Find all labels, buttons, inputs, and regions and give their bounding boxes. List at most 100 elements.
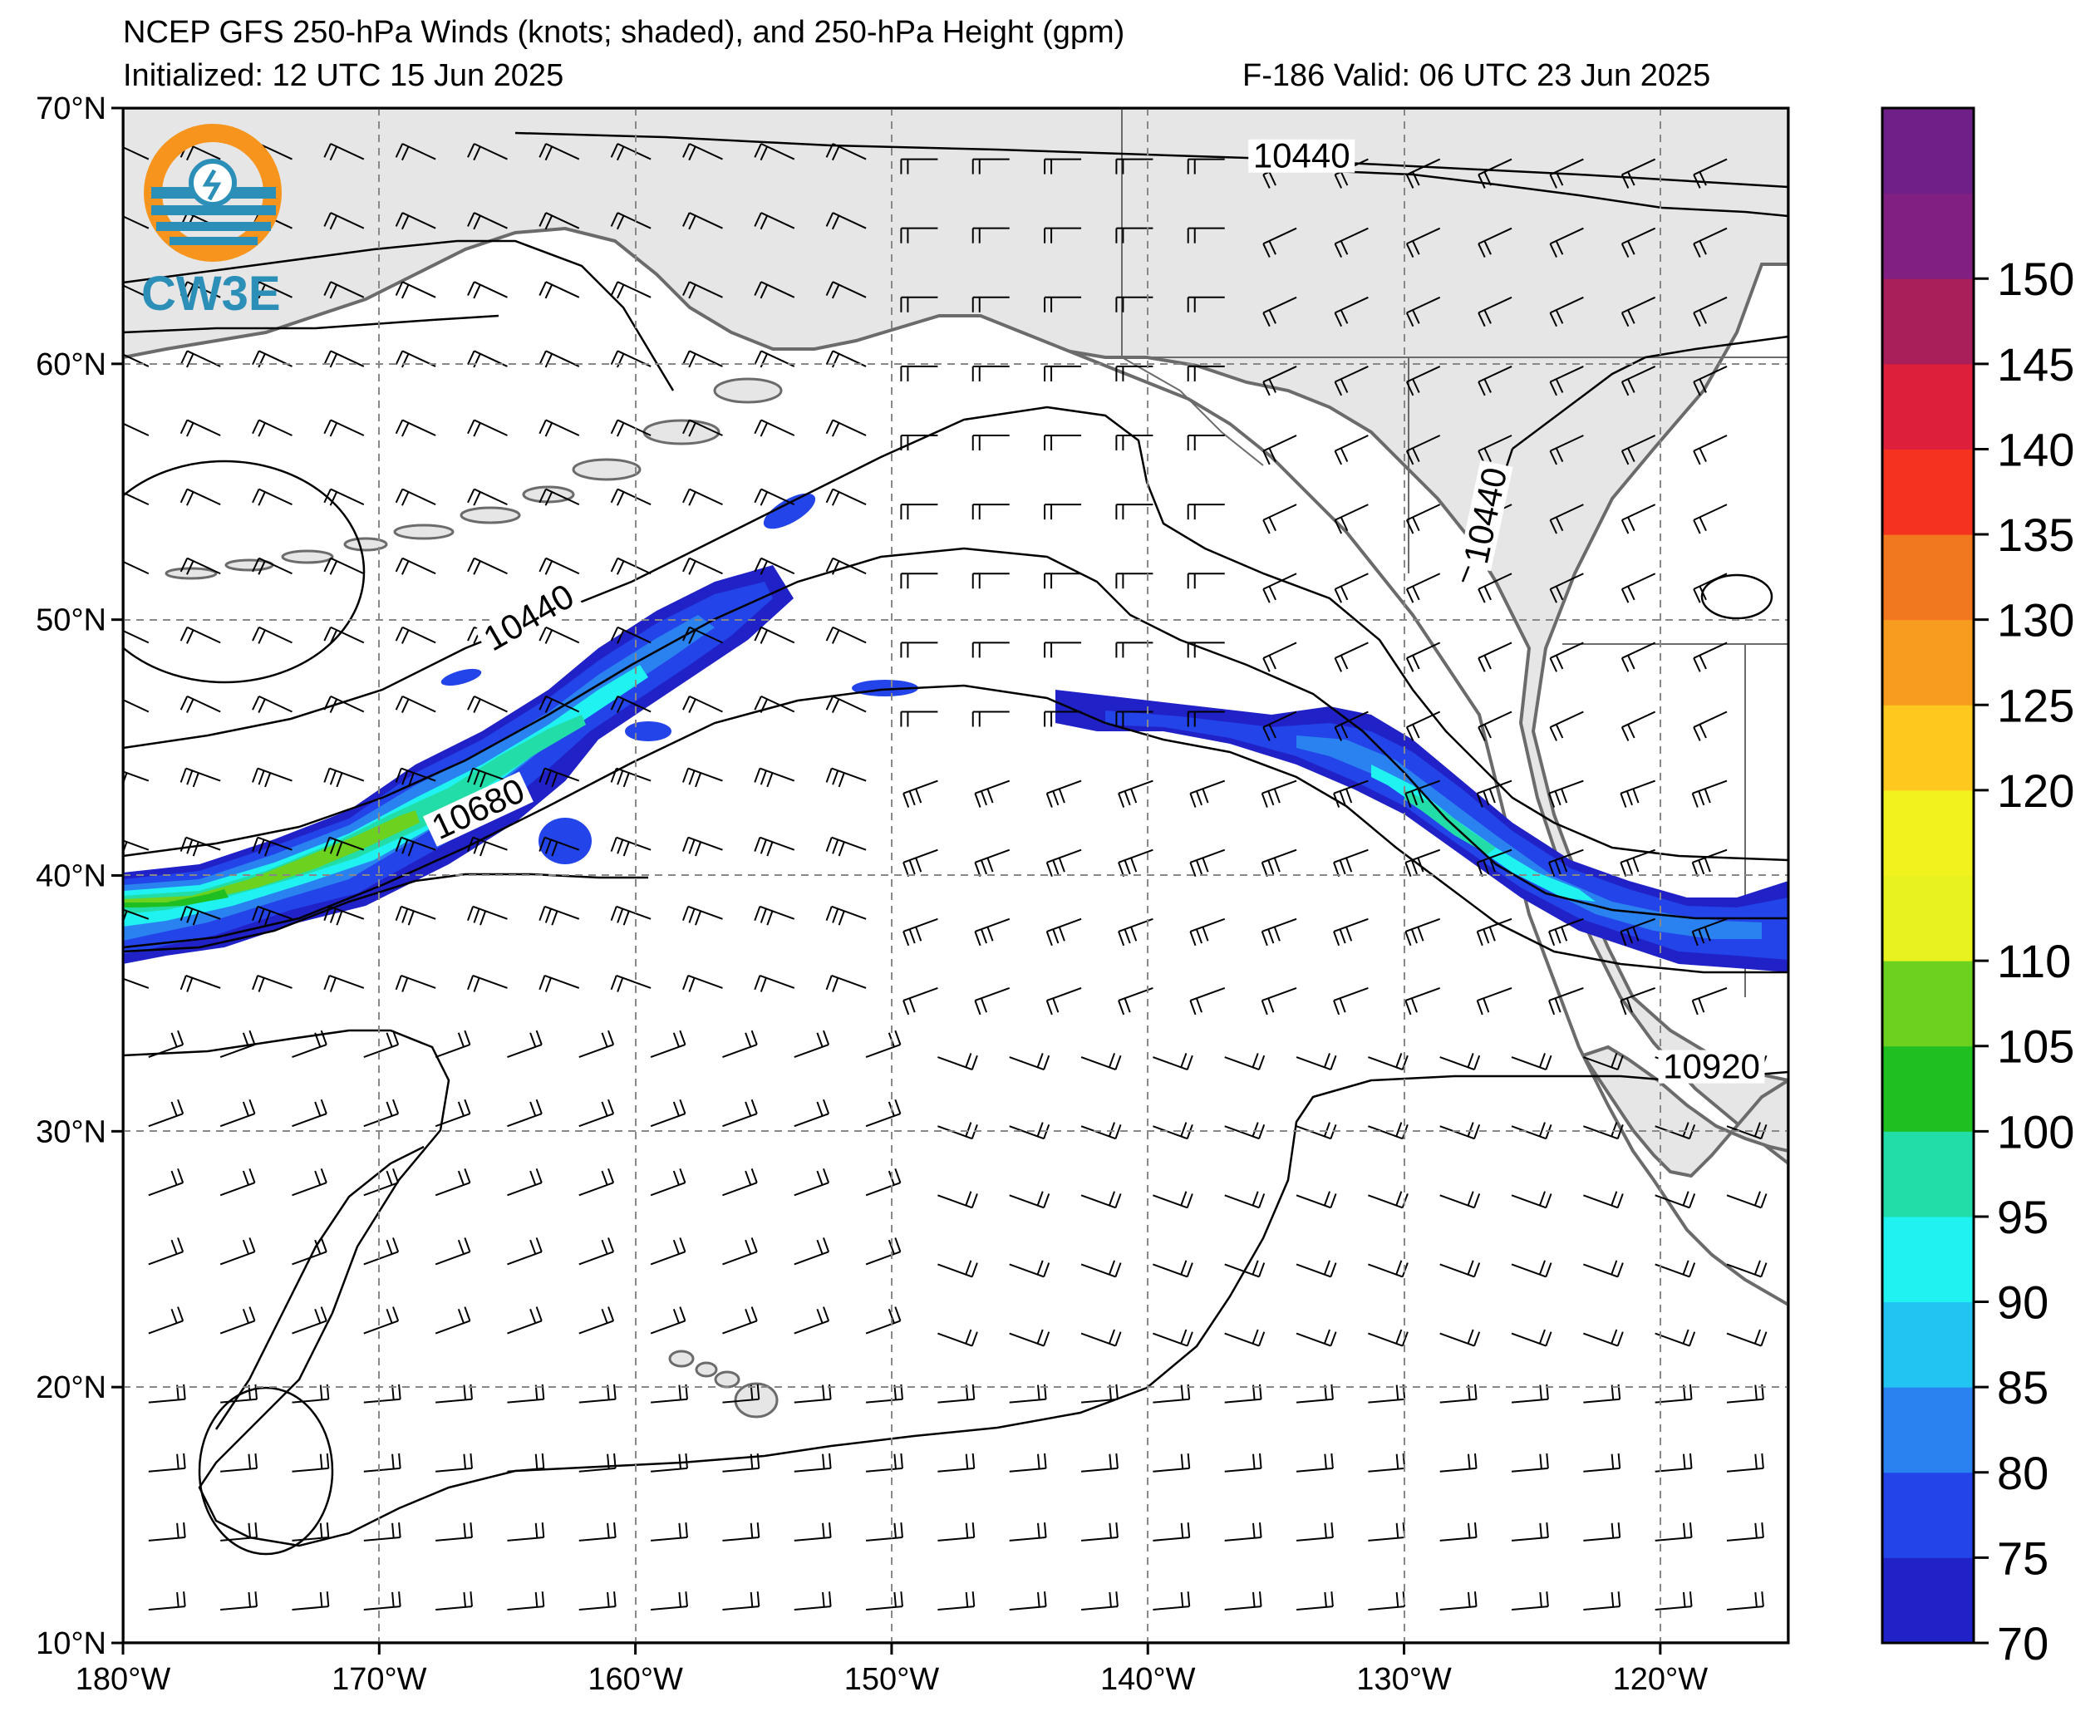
wind-barb: [1333, 917, 1369, 947]
wind-barb: [1620, 987, 1656, 1016]
colorbar-label: 110: [1997, 935, 2071, 987]
wind-barb: [1153, 1522, 1191, 1542]
wind-barb: [363, 1099, 400, 1128]
wind-barb: [900, 365, 938, 381]
latitude-axis: 70°N 60°N 50°N 40°N 30°N 20°N 10°N: [36, 91, 123, 1661]
colorbar-segment: [1882, 1557, 1974, 1644]
wind-barb: [1262, 435, 1297, 465]
wind-barb: [1044, 158, 1082, 175]
wind-barb: [323, 836, 365, 857]
wind-barb: [507, 1522, 545, 1542]
wind-barb: [754, 695, 795, 714]
wind-barb: [754, 557, 795, 575]
wind-barb: [1693, 711, 1728, 741]
cw3e-logo: CW3E: [141, 124, 282, 321]
wind-barb: [1691, 917, 1728, 947]
wind-barb: [435, 1591, 473, 1611]
wind-barb: [395, 488, 436, 506]
wind-barb: [681, 836, 723, 857]
wind-barb: [180, 905, 221, 926]
wind-barb: [1009, 1453, 1047, 1473]
wind-barb: [1620, 504, 1656, 534]
wind-barb: [1187, 573, 1225, 589]
wind-barb: [395, 974, 436, 992]
colorbar-segment: [1882, 278, 1974, 365]
wind-barb: [148, 1168, 184, 1197]
wind-barb: [578, 1522, 617, 1542]
colorbar-segment: [1882, 108, 1974, 194]
wind-barb: [651, 1591, 688, 1611]
wind-barb: [220, 1453, 258, 1473]
colorbar-label: 140: [1997, 423, 2074, 475]
wind-barb: [252, 626, 293, 644]
chart-title: NCEP GFS 250-hPa Winds (knots; shaded), …: [123, 15, 1125, 50]
wind-barb: [1476, 779, 1512, 808]
wind-barb: [363, 1522, 401, 1542]
colorbar-label: 145: [1997, 338, 2074, 391]
wind-barb: [1405, 296, 1441, 327]
wind-barb: [825, 974, 867, 992]
wind-barb: [292, 1306, 327, 1335]
colorbar: 70 75 80 85 90 95 100 105 110 120 125 130 135 140 145 1…: [1881, 106, 2074, 1670]
wind-barb: [467, 212, 508, 230]
wind-barb: [1549, 296, 1584, 327]
wind-barb: [578, 1168, 615, 1197]
wind-barb: [1187, 296, 1225, 312]
colorbar-segment: [1882, 534, 1974, 621]
wind-barb: [1080, 1191, 1122, 1209]
wind-barb: [1189, 848, 1226, 878]
colorbar-label: 85: [1997, 1361, 2048, 1414]
wind-barb: [754, 767, 795, 788]
colorbar-label: 130: [1997, 594, 2074, 647]
wind-barb: [794, 1453, 832, 1473]
wind-barb: [722, 1306, 758, 1335]
lon-tick-label: 120°W: [1613, 1662, 1709, 1697]
wind-barb: [180, 836, 221, 857]
wind-barb: [865, 1237, 902, 1266]
wind-barb: [1620, 435, 1656, 465]
wind-barb: [252, 767, 293, 788]
wind-barb: [123, 629, 150, 644]
wind-barb: [971, 365, 1010, 381]
wind-barb: [467, 488, 508, 506]
wind-barb: [971, 227, 1010, 243]
wind-barb: [123, 215, 150, 229]
wind-barb: [1549, 504, 1584, 534]
wind-barb: [651, 1453, 688, 1473]
wind-barb: [507, 1306, 543, 1335]
wind-barb: [825, 212, 867, 230]
colorbar-segment: [1882, 619, 1974, 706]
wind-barb: [1478, 366, 1512, 396]
wind-barb: [1009, 1591, 1047, 1611]
wind-barb: [971, 435, 1010, 451]
wind-barb: [722, 1099, 758, 1128]
wind-barb: [1334, 711, 1369, 741]
wind-barb: [539, 143, 580, 161]
lon-tick-label: 160°W: [588, 1662, 683, 1697]
wind-barb: [825, 836, 867, 857]
wind-barb: [1549, 227, 1584, 258]
wind-barb: [467, 143, 508, 161]
wind-barb: [395, 212, 436, 230]
wind-barb: [1583, 1191, 1624, 1209]
wind-barb: [1153, 1329, 1193, 1347]
wind-barb: [1439, 1053, 1481, 1071]
colorbar-segment: [1882, 193, 1974, 279]
wind-barb: [610, 557, 652, 575]
wind-barb: [1187, 711, 1225, 727]
wind-barb: [650, 1237, 686, 1266]
wind-barb: [1189, 779, 1226, 808]
lon-tick-label: 130°W: [1356, 1662, 1452, 1697]
colorbar-segment: [1882, 1216, 1974, 1303]
wind-barb: [219, 1030, 256, 1059]
wind-barb: [1583, 1453, 1621, 1473]
wind-barb: [1261, 917, 1297, 947]
wind-barb: [292, 1168, 327, 1197]
wind-barb: [539, 281, 580, 299]
wind-barb: [395, 626, 436, 644]
wind-barb: [1405, 435, 1441, 465]
wind-barb: [1548, 848, 1584, 878]
wind-barb: [435, 1030, 471, 1059]
wind-barb: [467, 836, 508, 857]
